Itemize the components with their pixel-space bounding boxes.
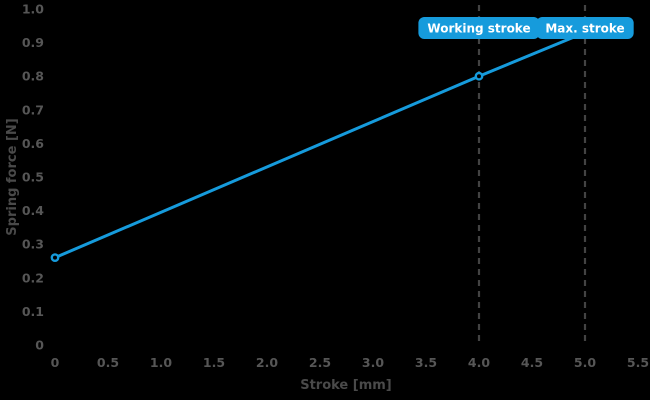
x-axis-title: Stroke [mm] — [300, 378, 392, 393]
data-point-marker — [474, 71, 484, 81]
y-tick-label: 0.2 — [22, 270, 44, 285]
y-axis-title: Spring force [N] — [5, 118, 20, 235]
x-tick-label: 1.0 — [150, 355, 172, 370]
y-tick-label: 0.1 — [22, 304, 44, 319]
data-marker-layer — [50, 71, 484, 263]
spring-force-line — [53, 31, 587, 260]
x-tick-label: 0.5 — [97, 355, 119, 370]
x-tick-label: 5.5 — [627, 355, 649, 370]
annotation-badge-layer: Working stroke Max. stroke — [418, 17, 634, 39]
y-tick-label: 0.9 — [22, 35, 44, 50]
annotation-badge — [536, 17, 634, 39]
x-tick-label: 2.5 — [309, 355, 331, 370]
x-tick-label: 1.5 — [203, 355, 225, 370]
x-tick-label: 4.0 — [468, 355, 490, 370]
y-tick-label: 0.4 — [22, 203, 44, 218]
annotation-badge-label: Max. stroke — [545, 22, 624, 36]
y-tick-label: 0.8 — [22, 69, 44, 84]
tick-label-layer: 0 0.5 1.0 1.5 2.0 2.5 3.0 3.5 4.0 4.5 5.0 5.5 0 0.1 0.… — [22, 2, 649, 371]
y-tick-label: 0 — [35, 338, 44, 353]
y-tick-label: 0.5 — [22, 170, 44, 185]
y-tick-label: 0.7 — [22, 102, 44, 117]
x-tick-label: 5.0 — [574, 355, 596, 370]
x-tick-label: 3.0 — [362, 355, 384, 370]
y-tick-label: 0.3 — [22, 237, 44, 252]
x-tick-label: 4.5 — [521, 355, 543, 370]
x-tick-label: 2.0 — [256, 355, 278, 370]
annotation-badge — [418, 17, 540, 39]
x-tick-label: 3.5 — [415, 355, 437, 370]
annotation-dashed-lines — [477, 5, 587, 345]
data-line-layer — [53, 31, 587, 260]
y-tick-label: 0.6 — [22, 136, 44, 151]
x-tick-label: 0 — [51, 355, 60, 370]
y-tick-label: 1.0 — [22, 2, 44, 17]
annotation-badge-label: Working stroke — [427, 22, 530, 36]
data-point-marker — [50, 253, 60, 263]
